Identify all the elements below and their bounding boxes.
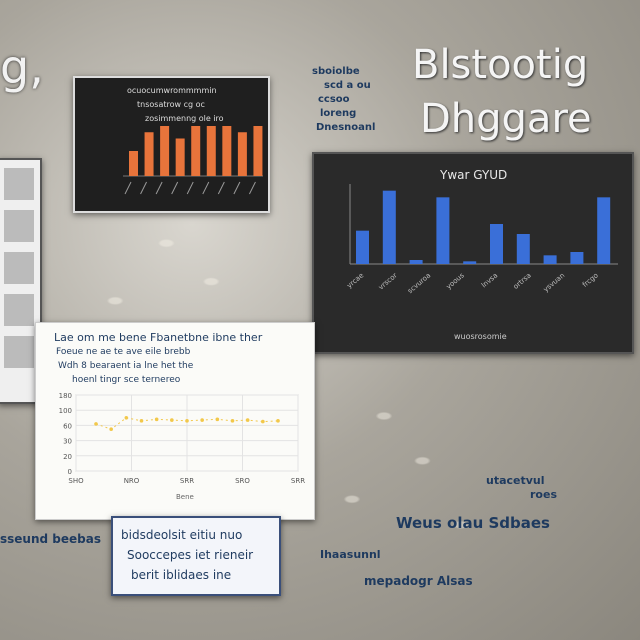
blue-bar [382, 190, 396, 264]
orange-tick [171, 181, 179, 195]
line-xtick-label: SRR [180, 477, 194, 485]
scatter-text-6: utacetvul [486, 474, 545, 487]
orange-tick [202, 181, 210, 195]
orange-bar [222, 126, 232, 176]
line-series [95, 417, 279, 430]
scatter-text-4: loreng [320, 108, 357, 119]
orange-bar [191, 126, 201, 176]
orange-bar [237, 132, 247, 176]
corner-text: g, [0, 40, 44, 94]
line-xtick-label: NRO [124, 477, 140, 485]
dark-panel-text-2: tnsosatrow cg oc [137, 100, 205, 109]
line-point [276, 419, 280, 423]
blue-tick-label: scvuroa [406, 271, 432, 295]
blue-bar [436, 197, 450, 264]
line-chart-panel[interactable]: Lae om me bene Fbanetbne ibne ther Foeue… [35, 322, 315, 520]
line-panel-text-3: Wdh 8 bearaent ia lne het the [58, 361, 194, 371]
note-line-2: Sooccepes iet rieneir [127, 548, 254, 562]
blue-bar [543, 255, 557, 264]
orange-tick [140, 181, 148, 195]
line-panel-text-4: hoenl tingr sce ternereo [72, 375, 181, 385]
line-ytick-label: 60 [63, 422, 72, 430]
blue-bar [490, 224, 503, 264]
blue-bar [409, 260, 423, 264]
blue-bar [356, 230, 369, 264]
orange-bar [175, 138, 185, 176]
orange-bar [129, 151, 138, 176]
blue-bar-chart: yrcae vrscor scvuroa yoous lnvsa ortrsa ysvuan… [345, 184, 618, 295]
scatter-text-5: Dnesnoanl [316, 122, 376, 133]
orange-bar [253, 126, 263, 176]
orange-bar [206, 126, 216, 176]
dark-panel-text-1: ocuocumwrommmmin [127, 86, 217, 95]
line-xtick-label: SRO [235, 477, 250, 485]
blue-tick-label: ortrsa [512, 271, 533, 290]
blue-bar [516, 234, 530, 264]
blue-bar [597, 197, 611, 264]
orange-tick [217, 181, 225, 195]
line-xtick-label: SRR [291, 477, 305, 485]
orange-tick [248, 181, 256, 195]
bottom-text-right-3: Ihaasunnl [320, 548, 381, 561]
orange-tick [233, 181, 241, 195]
blue-bar-chart-panel[interactable]: Ywar GYUD wuosrosomie yrcae vrscor scvuroa… [312, 152, 634, 354]
note-card[interactable]: bidsdeolsit eitiu nuo Sooccepes iet rien… [111, 516, 281, 596]
line-ytick-label: 20 [63, 453, 72, 461]
blue-tick-label: yoous [445, 271, 466, 291]
blue-tick-label: ysvuan [542, 271, 566, 293]
line-point [261, 419, 265, 424]
blue-tick-label: lnvsa [480, 271, 499, 289]
bottom-text-right-1: Weus olau Sdbaes [396, 514, 550, 532]
orange-bar [160, 126, 170, 176]
blue-tick-label: vrscor [377, 271, 399, 291]
orange-tick [124, 181, 132, 195]
bottom-text-right-2: mepadogr Alsas [364, 574, 473, 588]
thumbnail-strip[interactable] [0, 158, 42, 404]
line-xtick-label: SHO [68, 477, 84, 485]
line-panel-text-1: Lae om me bene Fbanetbne ibne ther [54, 331, 263, 344]
note-line-3: berit iblidaes ine [131, 568, 232, 582]
scatter-text-3: ccsoo [318, 94, 350, 105]
orange-tick [186, 181, 194, 195]
note-line-1: bidsdeolsit eitiu nuo [121, 528, 243, 542]
bottom-text-left: sseund beebas [0, 532, 101, 546]
line-ytick-label: 100 [59, 407, 72, 415]
blue-chart-footer: wuosrosomie [454, 332, 507, 341]
headline-line-1: Blstootig [412, 42, 589, 88]
blue-bar [570, 252, 584, 264]
orange-tick [155, 181, 163, 195]
dark-panel-text-3: zosimmenng ole iro [145, 114, 224, 123]
headline-line-2: Dhggare [420, 96, 592, 142]
line-ytick-label: 30 [63, 438, 72, 446]
orange-bar [144, 132, 154, 176]
line-chart-xlabel: Bene [176, 493, 194, 501]
orange-bar-chart-panel[interactable]: ocuocumwrommmmin tnsosatrow cg oc zosimm… [73, 76, 270, 213]
line-ytick-label: 0 [68, 468, 72, 476]
orange-bar-chart [123, 126, 263, 195]
scatter-text-1: sboiolbe [312, 66, 360, 77]
blue-tick-label: yrcae [345, 271, 365, 290]
scatter-text-2: scd a ou [324, 80, 371, 91]
line-ytick-label: 180 [59, 392, 72, 400]
line-point [94, 422, 98, 426]
blue-tick-label: frcgo [581, 271, 600, 289]
blue-chart-title: Ywar GYUD [440, 168, 508, 182]
scatter-text-7: roes [530, 488, 557, 501]
line-panel-text-2: Foeue ne ae te ave eile brebb [56, 347, 191, 357]
blue-bar [463, 261, 477, 264]
